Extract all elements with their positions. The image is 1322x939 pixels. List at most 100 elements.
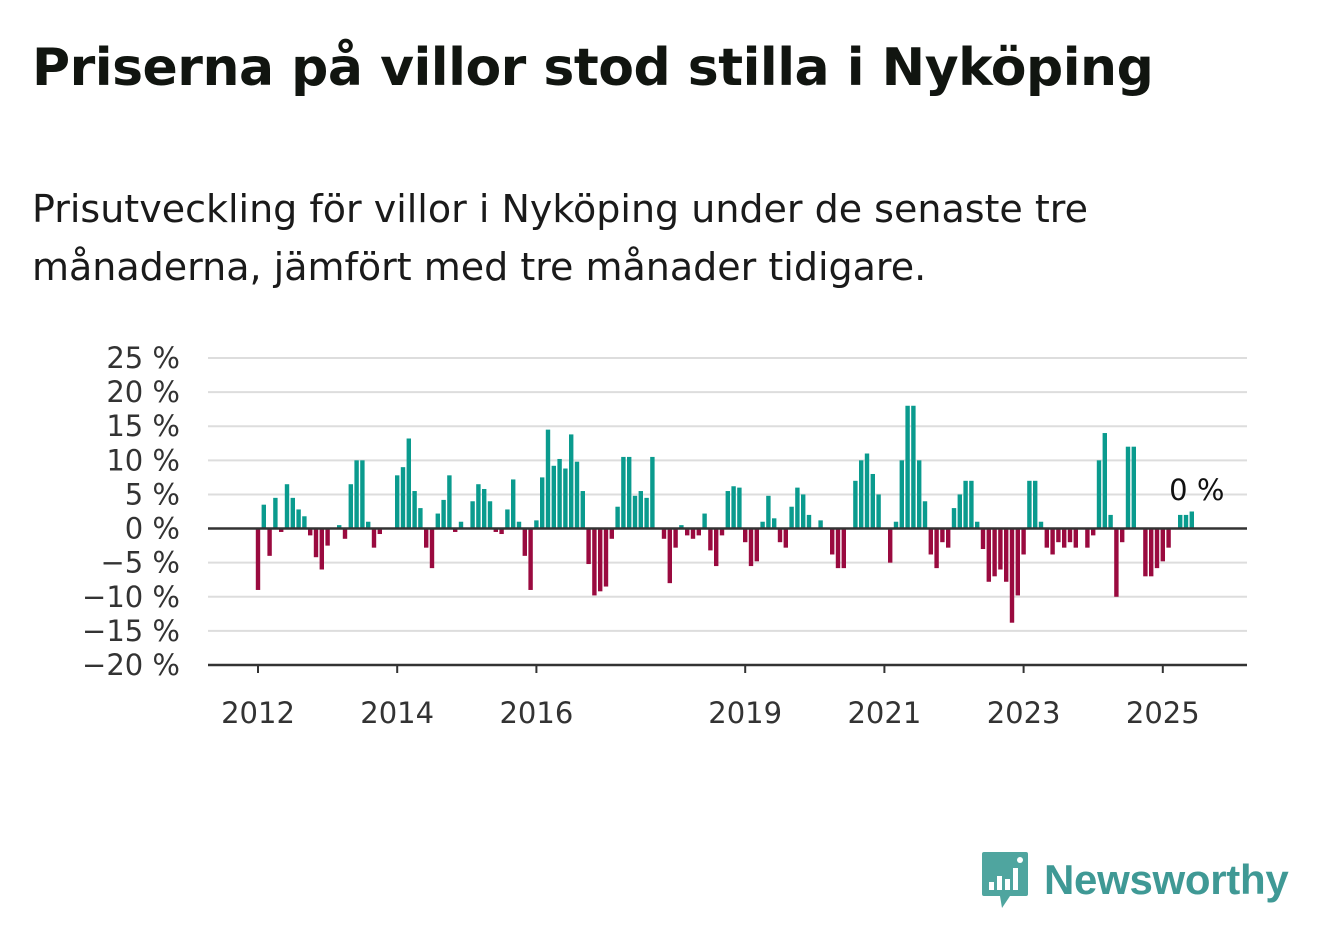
bar-negative	[980, 528, 986, 550]
bar-positive	[702, 513, 707, 529]
bar-negative	[783, 528, 788, 548]
bar-negative	[690, 528, 696, 539]
bar-negative	[661, 528, 667, 539]
bar-negative	[1166, 528, 1171, 548]
bar-negative	[255, 528, 261, 590]
bar-positive	[354, 460, 359, 529]
bar-positive	[569, 434, 574, 529]
bar-positive	[1189, 511, 1194, 529]
bar-positive	[557, 458, 562, 529]
bar-positive	[511, 479, 516, 529]
y-tick-label: 5 %	[125, 477, 180, 511]
bar-positive	[795, 487, 800, 529]
bar-positive	[760, 521, 765, 529]
bar-positive	[870, 473, 875, 529]
bar-positive	[1131, 446, 1136, 529]
bar-negative	[830, 528, 835, 555]
bar-positive	[458, 521, 464, 529]
bar-positive	[1183, 514, 1189, 529]
bar-negative	[1160, 528, 1165, 562]
bar-positive	[400, 467, 406, 529]
bar-positive	[922, 501, 928, 529]
bar-negative	[940, 528, 945, 543]
bar-positive	[905, 405, 910, 529]
bar-positive	[789, 506, 794, 529]
bar-positive	[1178, 514, 1183, 529]
bar-negative	[522, 528, 527, 556]
bar-positive	[737, 487, 742, 529]
bar-negative	[1091, 528, 1096, 536]
bar-negative	[1044, 528, 1049, 548]
bar-negative	[371, 528, 377, 548]
bar-positive	[412, 491, 417, 529]
bar-positive	[487, 501, 493, 529]
bar-positive	[853, 480, 858, 529]
y-tick-label: 15 %	[106, 409, 180, 443]
y-tick-label: 10 %	[106, 443, 180, 477]
bar-positive	[725, 491, 730, 529]
bar-negative	[603, 528, 609, 587]
bar-negative	[586, 528, 591, 565]
bar-negative	[719, 528, 725, 536]
bar-negative	[377, 528, 382, 535]
bar-negative	[934, 528, 939, 569]
x-tick-label: 2019	[708, 696, 782, 730]
bar-negative	[1056, 528, 1061, 543]
bar-positive	[951, 508, 957, 529]
bar-positive	[435, 513, 440, 529]
bar-negative	[1067, 528, 1073, 543]
bar-negative	[1073, 528, 1078, 548]
bar-negative	[743, 528, 748, 543]
bar-negative	[493, 528, 498, 532]
bar-negative	[1143, 528, 1148, 577]
bar-negative	[835, 528, 841, 569]
bar-negative	[754, 528, 759, 562]
bar-positive	[580, 491, 585, 529]
bar-positive	[632, 495, 638, 529]
bar-positive	[395, 475, 400, 529]
bar-negative	[777, 528, 783, 543]
bar-negative	[528, 528, 533, 590]
bar-positive	[801, 494, 806, 529]
bar-positive	[261, 504, 266, 529]
bar-positive	[650, 456, 655, 529]
bar-negative	[1085, 528, 1090, 548]
y-tick-label: 0 %	[125, 512, 180, 546]
bar-positive	[772, 518, 777, 529]
bar-negative	[696, 528, 701, 536]
x-axis-labels: 2012 2014 2016 2019 2021 2023 2025	[221, 696, 1200, 730]
x-tick-label: 2012	[221, 696, 295, 730]
newsworthy-logo: Newsworthy	[980, 850, 1289, 910]
bar-positive	[418, 508, 423, 529]
bar-positive	[621, 456, 626, 529]
bar-positive	[975, 521, 980, 529]
x-tick-label: 2016	[499, 696, 573, 730]
bar-negative	[342, 528, 348, 539]
bar-negative	[998, 528, 1003, 570]
bar-positive	[476, 484, 481, 529]
y-tick-label: −5 %	[100, 546, 180, 580]
bar-negative	[592, 528, 597, 596]
bar-positive	[273, 497, 278, 529]
bar-negative	[1004, 528, 1009, 582]
bar-positive	[627, 456, 632, 529]
bar-negative	[453, 528, 458, 532]
bar-positive	[516, 521, 522, 529]
bar-positive	[302, 516, 307, 529]
bar-positive	[917, 460, 922, 529]
bar-positive	[406, 438, 411, 529]
bar-negative	[1009, 528, 1015, 623]
bar-positive	[806, 514, 812, 529]
bar-negative	[325, 528, 330, 546]
newsworthy-logo-icon	[982, 852, 1028, 908]
bar-negative	[841, 528, 846, 569]
latest-value-annotation: 0 %	[1169, 473, 1224, 507]
bar-positive	[876, 494, 881, 529]
bar-negative	[748, 528, 754, 567]
x-tick-label: 2023	[987, 696, 1061, 730]
bar-negative	[279, 528, 284, 532]
bar-positive	[731, 486, 736, 529]
x-tick-label: 2014	[360, 696, 434, 730]
bar-positive	[644, 497, 649, 529]
bar-negative	[992, 528, 997, 577]
